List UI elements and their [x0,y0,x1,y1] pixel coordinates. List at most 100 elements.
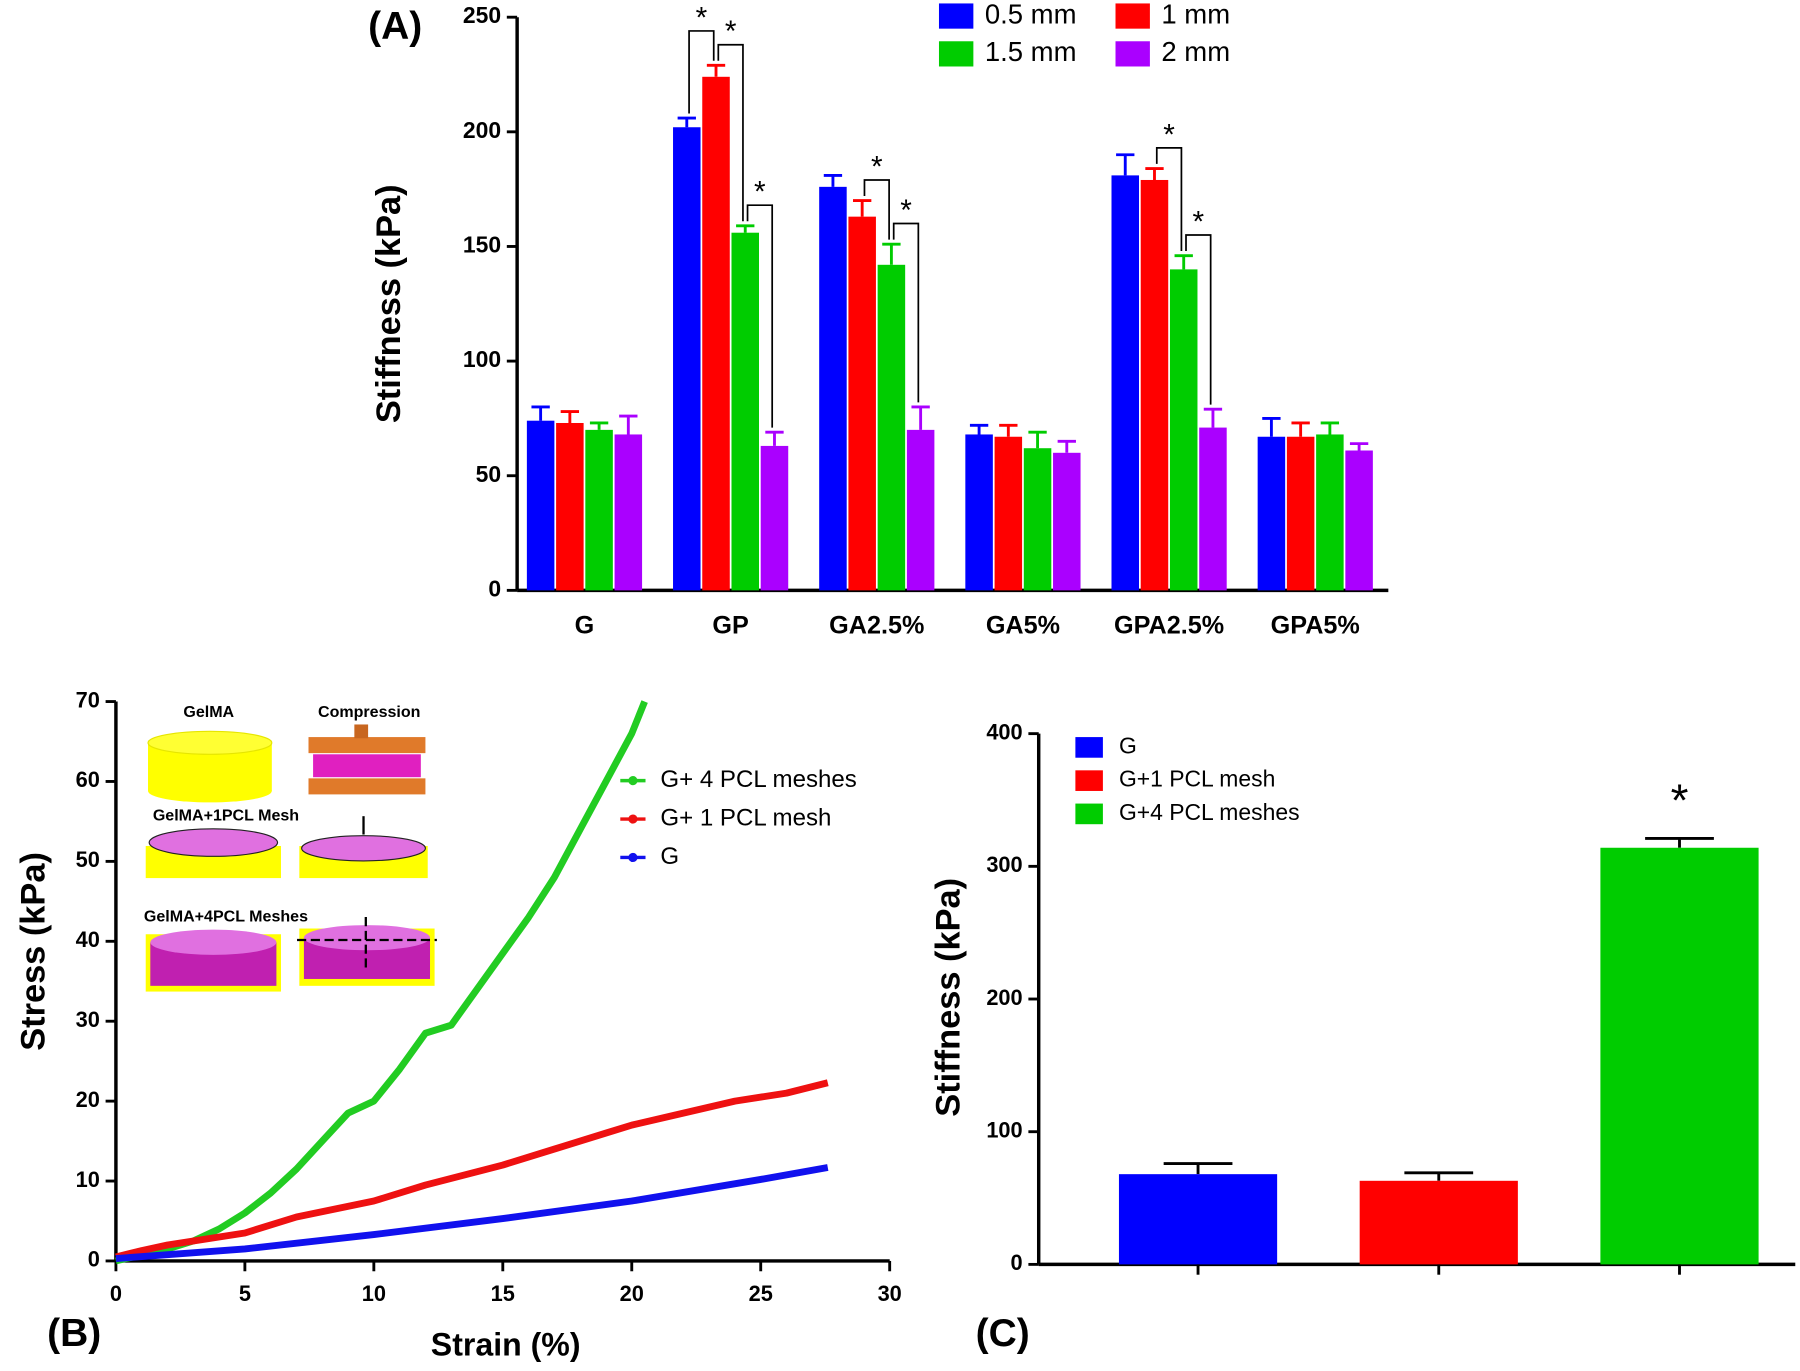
bar [1140,179,1169,591]
bar [760,445,789,591]
error-bar [882,242,901,265]
bar [1118,1174,1278,1265]
significance-bracket [717,43,744,222]
y-tick-label: 70 [76,687,100,712]
plate [308,737,426,754]
error-bar [1203,407,1223,428]
inset-label: Compression [318,703,420,721]
x-tick-label: GA5% [986,612,1060,640]
error-bar [1291,421,1310,437]
inset-label: GelMA [183,703,234,721]
error-bar [1320,421,1340,435]
y-tick-label: 100 [463,346,501,372]
panel-label: (A) [368,5,422,48]
significance-label: * [1163,118,1175,151]
y-tick-label: 40 [76,927,100,952]
x-tick-label: GA2.5% [829,612,924,640]
bar [1345,450,1373,591]
inset-label: GelMA+4PCL Meshes [144,907,308,925]
legend-label: G+1 PCL mesh [1119,766,1275,792]
error-bar [736,224,755,233]
legend-marker [628,776,638,786]
bar [1600,847,1759,1265]
bar [906,429,935,591]
x-axis-label: Strain (%) [431,1326,581,1362]
significance-label: * [1671,774,1689,826]
panel-label: (B) [47,1312,101,1355]
x-tick-label: GPA2.5% [1114,612,1224,640]
y-axis-label: Stress (kPa) [15,852,53,1051]
y-axis-label: Stiffness (kPa) [930,878,968,1117]
error-bar [589,421,609,430]
plate-rod [354,724,369,739]
y-tick-label: 0 [1011,1250,1023,1275]
inset-label: GelMA+1PCL Mesh [153,806,299,824]
bar [614,434,643,591]
significance-bracket [1155,147,1183,252]
y-tick-label: 300 [986,852,1022,877]
legend-swatch [1075,803,1103,825]
y-axis-label: Stiffness (kPa) [370,184,408,423]
bar [819,186,847,591]
significance-label: * [871,150,883,183]
error-bar [560,410,580,423]
mesh [150,929,277,955]
significance-bracket [863,179,890,240]
legend-swatch [1075,770,1103,791]
legend-marker [628,814,638,824]
bar [731,232,760,591]
bar [702,76,730,591]
error-bar [1349,442,1369,451]
legend-swatch [1115,3,1150,29]
y-tick-label: 400 [986,719,1022,744]
x-tick-label: 20 [620,1281,644,1306]
bar [994,436,1023,591]
y-tick-label: 200 [463,117,501,143]
legend-label: 1 mm [1161,0,1230,29]
y-tick-label: 60 [76,767,100,792]
sample [313,754,421,778]
plate [308,778,426,795]
y-tick-label: 200 [986,985,1022,1010]
bar [1169,269,1198,591]
significance-label: * [696,1,708,34]
error-bar [706,63,726,77]
y-tick-label: 250 [463,2,501,28]
x-tick-label: 10 [362,1281,386,1306]
data-line [115,700,648,1265]
error-bar [911,405,930,430]
legend-swatch [938,3,974,29]
significance-bracket [746,204,774,428]
error-bar [1645,837,1714,848]
legend-label: G+ 1 PCL mesh [660,804,831,831]
error-bar [1116,153,1135,176]
legend-marker [628,852,638,863]
significance-label: * [725,15,737,48]
bar [1286,436,1315,591]
panel-label: (C) [976,1312,1030,1355]
bar [1257,436,1286,591]
error-bar [677,116,696,128]
error-bar [1057,439,1076,453]
y-tick-label: 0 [88,1247,100,1272]
legend-label: 2 mm [1161,36,1230,67]
bar [585,429,613,591]
legend-label: 0.5 mm [985,0,1077,29]
error-bar [1174,254,1193,270]
x-tick-label: 15 [491,1281,515,1306]
y-tick-label: 50 [476,461,501,487]
error-bar [531,405,550,421]
bar [877,264,906,591]
error-bar [1262,416,1281,437]
bar [1111,175,1140,591]
error-bar [823,173,843,187]
bar [526,420,555,591]
data-line [115,1079,829,1261]
error-bar [1028,430,1047,449]
error-bar [999,423,1018,437]
error-bar [1404,1171,1474,1181]
error-bar [1163,1162,1233,1175]
significance-label: * [754,176,766,209]
